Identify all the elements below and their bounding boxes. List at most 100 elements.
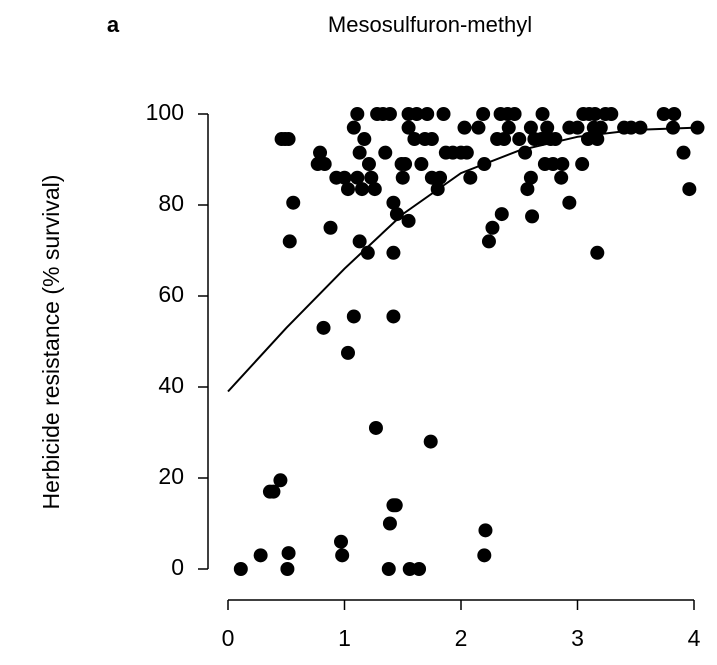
y-axis-label: Herbicide resistance (% survival)	[38, 175, 64, 510]
point	[554, 170, 569, 185]
point	[412, 562, 427, 576]
point	[409, 107, 424, 121]
point	[386, 195, 401, 210]
point	[481, 234, 496, 249]
point	[334, 534, 349, 549]
point	[593, 120, 608, 135]
point	[367, 182, 382, 197]
point	[420, 107, 435, 121]
point	[587, 107, 602, 121]
point	[682, 182, 697, 197]
point	[364, 170, 379, 185]
point	[388, 498, 403, 513]
fit-curve	[227, 126, 695, 393]
panel-label: a	[107, 12, 120, 37]
point	[361, 157, 376, 172]
point	[525, 209, 540, 224]
point	[555, 157, 570, 172]
point	[398, 157, 413, 172]
x-tick-label: 4	[688, 625, 701, 651]
point	[346, 309, 361, 324]
point	[352, 234, 367, 249]
point	[407, 132, 422, 147]
point	[317, 157, 332, 172]
point	[313, 145, 328, 160]
point	[340, 345, 355, 360]
point	[520, 182, 535, 197]
point	[478, 523, 493, 538]
y-tick-label: 60	[158, 281, 184, 307]
point	[346, 120, 361, 135]
point	[401, 120, 416, 135]
point	[382, 107, 397, 121]
y-tick-label: 40	[158, 372, 184, 398]
y-tick-label: 0	[171, 554, 184, 580]
point	[350, 170, 365, 185]
point	[436, 107, 451, 121]
y-tick-label: 20	[158, 463, 184, 489]
point	[340, 182, 355, 197]
point	[424, 132, 439, 147]
point	[471, 120, 486, 135]
point	[604, 107, 619, 121]
point	[281, 546, 296, 561]
point	[266, 484, 281, 499]
point	[477, 548, 492, 563]
point	[512, 132, 527, 147]
point	[570, 120, 585, 135]
point	[233, 562, 248, 576]
point	[368, 420, 383, 435]
point	[656, 107, 671, 121]
point	[459, 145, 474, 160]
point	[286, 195, 301, 210]
point	[278, 132, 293, 147]
point	[690, 120, 705, 135]
point	[273, 473, 288, 488]
point	[381, 562, 396, 576]
point	[590, 245, 605, 260]
y-tick-label: 80	[158, 190, 184, 216]
point	[386, 245, 401, 260]
point	[667, 107, 682, 121]
point	[352, 145, 367, 160]
point	[497, 132, 512, 147]
point	[282, 234, 297, 249]
point	[494, 207, 509, 222]
point	[540, 120, 555, 135]
point	[423, 434, 438, 449]
point	[386, 309, 401, 324]
point	[378, 145, 393, 160]
x-tick-label: 2	[455, 625, 468, 651]
point	[507, 107, 522, 121]
point	[523, 170, 538, 185]
point	[350, 107, 365, 121]
x-tick-label: 1	[338, 625, 351, 651]
point	[354, 182, 369, 197]
point	[633, 120, 648, 135]
point	[316, 320, 331, 335]
point	[676, 145, 691, 160]
point	[562, 195, 577, 210]
point	[395, 170, 410, 185]
point	[501, 120, 516, 135]
x-tick-label: 0	[222, 625, 235, 651]
point	[335, 548, 350, 563]
point	[457, 120, 472, 135]
point	[485, 220, 500, 235]
point	[337, 170, 352, 185]
point	[357, 132, 372, 147]
point	[523, 120, 538, 135]
point	[401, 213, 416, 228]
y-tick-label: 100	[146, 99, 184, 125]
point	[382, 516, 397, 531]
point	[280, 562, 295, 576]
point	[463, 170, 478, 185]
point	[433, 170, 448, 185]
point	[253, 548, 268, 563]
point	[476, 107, 491, 121]
x-tick-label: 3	[571, 625, 584, 651]
point	[535, 107, 550, 121]
point	[414, 157, 429, 172]
point	[575, 157, 590, 172]
